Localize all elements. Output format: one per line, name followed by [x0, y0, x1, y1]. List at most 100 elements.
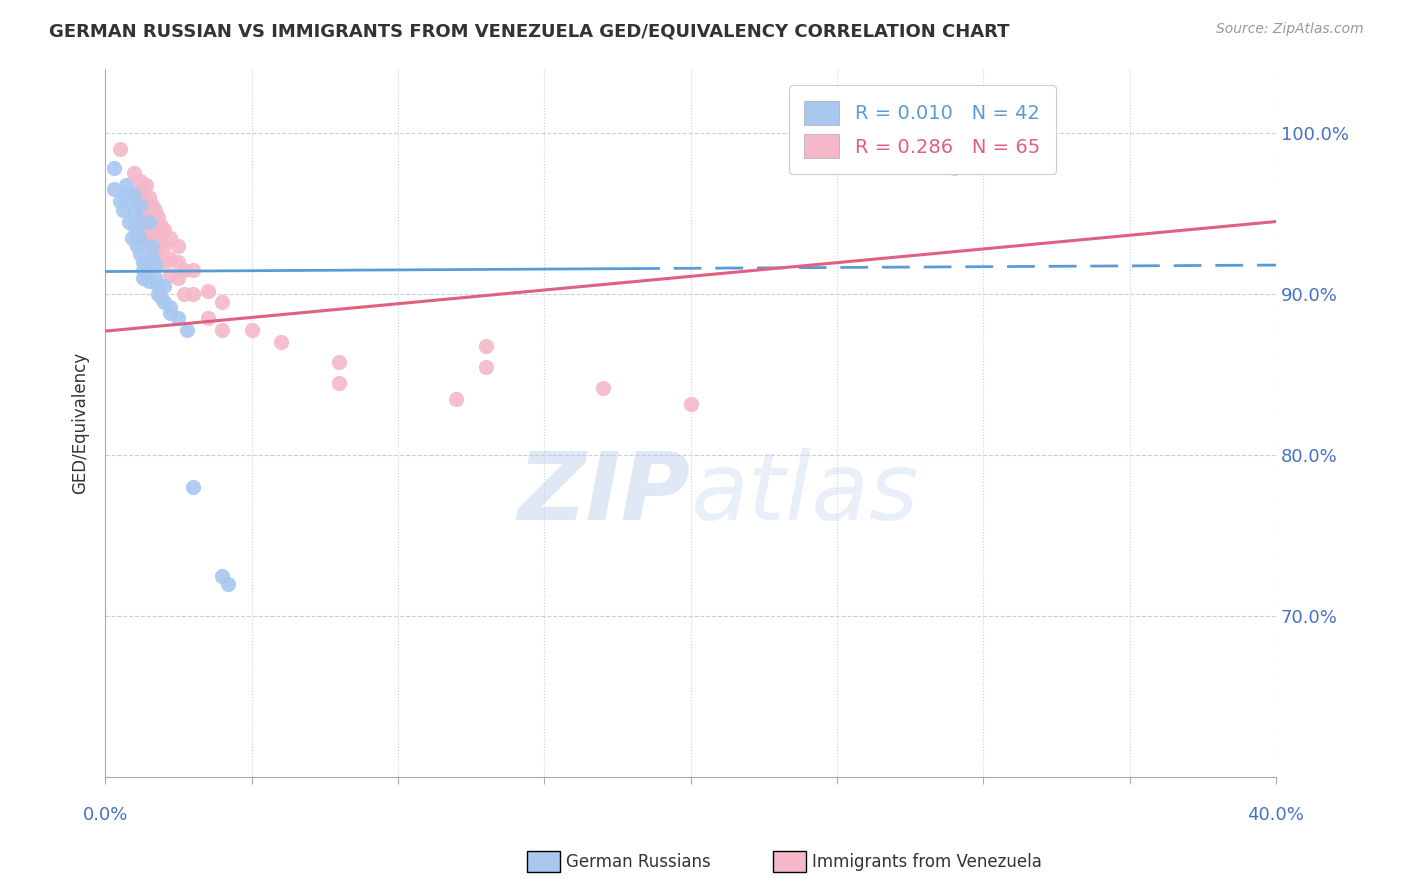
- Point: [138, 214, 160, 228]
- Point: [121, 230, 143, 244]
- Point: [217, 577, 239, 591]
- Point: [146, 279, 169, 293]
- Point: [141, 198, 163, 212]
- Point: [127, 226, 149, 240]
- Point: [135, 219, 157, 234]
- Point: [474, 359, 496, 374]
- Text: atlas: atlas: [690, 449, 920, 540]
- Point: [152, 295, 174, 310]
- Point: [181, 263, 204, 277]
- Point: [124, 166, 146, 180]
- Point: [592, 380, 614, 394]
- Point: [141, 238, 163, 252]
- Point: [679, 396, 702, 410]
- Text: German Russians: German Russians: [567, 853, 711, 871]
- Point: [159, 268, 181, 282]
- Point: [943, 161, 966, 176]
- Point: [152, 222, 174, 236]
- Point: [146, 238, 169, 252]
- Point: [132, 255, 155, 269]
- Point: [149, 252, 172, 266]
- Text: 40.0%: 40.0%: [1247, 806, 1305, 824]
- Point: [173, 287, 195, 301]
- Point: [138, 274, 160, 288]
- Point: [124, 187, 146, 202]
- Point: [138, 226, 160, 240]
- Point: [138, 190, 160, 204]
- Text: ZIP: ZIP: [517, 448, 690, 540]
- Point: [132, 194, 155, 208]
- Point: [135, 230, 157, 244]
- Point: [117, 194, 139, 208]
- Point: [143, 242, 166, 256]
- Point: [146, 252, 169, 266]
- Point: [143, 214, 166, 228]
- Point: [129, 198, 152, 212]
- Point: [143, 255, 166, 269]
- Legend: R = 0.010   N = 42, R = 0.286   N = 65: R = 0.010 N = 42, R = 0.286 N = 65: [789, 86, 1056, 174]
- Point: [143, 230, 166, 244]
- Point: [173, 263, 195, 277]
- Point: [149, 219, 172, 234]
- Point: [143, 203, 166, 218]
- Point: [211, 322, 233, 336]
- Point: [446, 392, 468, 406]
- Point: [167, 311, 190, 326]
- Point: [129, 247, 152, 261]
- Point: [181, 287, 204, 301]
- Point: [114, 178, 136, 192]
- Point: [141, 222, 163, 236]
- Point: [159, 230, 181, 244]
- Point: [240, 322, 263, 336]
- Point: [152, 255, 174, 269]
- Point: [124, 206, 146, 220]
- Point: [211, 295, 233, 310]
- Point: [138, 214, 160, 228]
- Point: [111, 203, 134, 218]
- Point: [176, 322, 198, 336]
- Point: [132, 206, 155, 220]
- Point: [152, 238, 174, 252]
- Point: [211, 569, 233, 583]
- Point: [270, 335, 292, 350]
- Point: [146, 222, 169, 236]
- Point: [328, 355, 350, 369]
- Point: [138, 203, 160, 218]
- Point: [124, 190, 146, 204]
- Point: [132, 271, 155, 285]
- Point: [117, 214, 139, 228]
- Point: [129, 187, 152, 202]
- Point: [474, 338, 496, 352]
- Point: [108, 142, 131, 156]
- Point: [129, 230, 152, 244]
- Point: [167, 255, 190, 269]
- Point: [135, 206, 157, 220]
- Point: [103, 182, 125, 196]
- Point: [328, 376, 350, 390]
- Point: [135, 178, 157, 192]
- Point: [129, 198, 152, 212]
- Point: [152, 279, 174, 293]
- Point: [159, 300, 181, 314]
- Point: [149, 235, 172, 250]
- Point: [159, 306, 181, 320]
- Text: 0.0%: 0.0%: [83, 806, 128, 824]
- Point: [114, 187, 136, 202]
- Point: [132, 182, 155, 196]
- Point: [149, 290, 172, 304]
- Point: [108, 194, 131, 208]
- Point: [167, 271, 190, 285]
- Point: [159, 252, 181, 266]
- Point: [132, 263, 155, 277]
- Point: [181, 480, 204, 494]
- Text: Immigrants from Venezuela: Immigrants from Venezuela: [811, 853, 1042, 871]
- Point: [197, 311, 219, 326]
- Point: [141, 235, 163, 250]
- Point: [135, 255, 157, 269]
- Point: [103, 161, 125, 176]
- Point: [129, 174, 152, 188]
- Point: [135, 194, 157, 208]
- Text: Source: ZipAtlas.com: Source: ZipAtlas.com: [1216, 22, 1364, 37]
- Point: [143, 258, 166, 272]
- Point: [141, 210, 163, 224]
